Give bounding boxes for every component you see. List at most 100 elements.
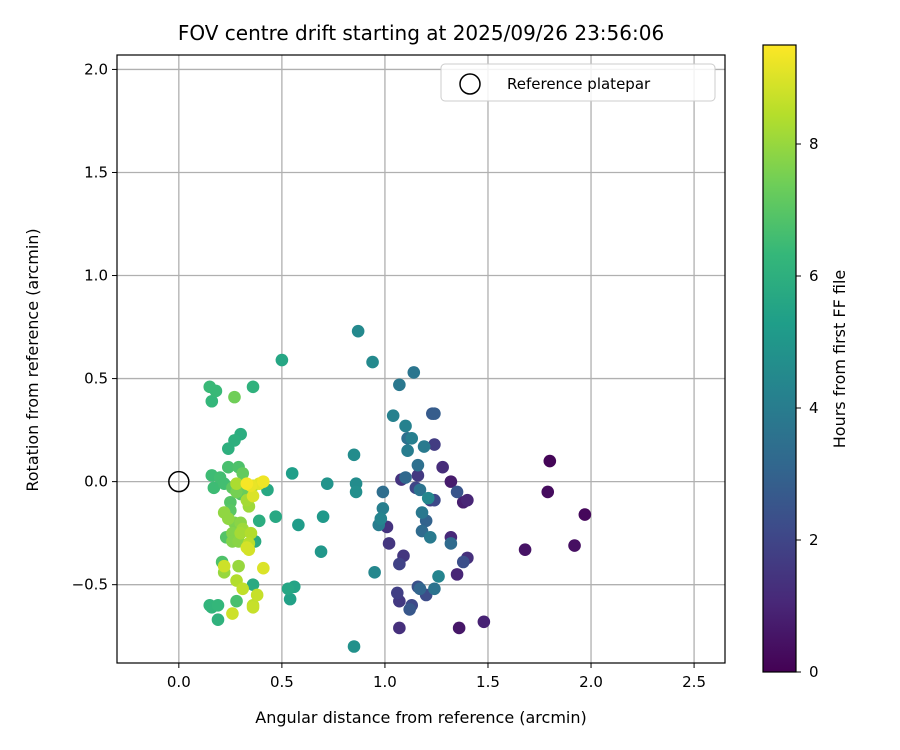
data-point — [399, 419, 412, 433]
data-point — [428, 582, 441, 596]
data-point — [285, 467, 299, 480]
reference-platepar-marker — [168, 470, 190, 493]
data-point — [407, 366, 421, 379]
data-point — [568, 539, 581, 552]
data-point — [230, 477, 243, 490]
data-point — [428, 407, 441, 420]
y-tick-label: 0.0 — [84, 473, 108, 491]
data-point — [477, 615, 491, 629]
data-point — [413, 582, 427, 596]
data-point — [242, 543, 256, 556]
colorbar-tick-label: 2 — [809, 531, 819, 549]
data-point — [456, 555, 470, 569]
data-point — [393, 621, 406, 635]
data-point — [211, 613, 225, 627]
data-point — [257, 475, 270, 488]
data-point — [250, 588, 264, 602]
x-tick-label: 1.5 — [476, 673, 500, 691]
data-point — [292, 518, 305, 532]
data-point — [281, 582, 295, 596]
data-point — [423, 530, 437, 544]
data-point — [450, 568, 464, 581]
x-tick-label: 1.0 — [373, 673, 397, 691]
data-point — [217, 559, 231, 573]
data-point — [368, 566, 381, 579]
data-point — [444, 537, 458, 550]
data-point — [411, 469, 425, 482]
data-point — [246, 489, 260, 503]
data-point — [221, 442, 235, 455]
x-tick-label: 2.5 — [682, 673, 706, 691]
data-point — [211, 598, 225, 612]
data-point — [347, 640, 361, 653]
data-point — [246, 380, 260, 394]
legend: Reference platepar — [440, 63, 716, 102]
data-point — [275, 353, 289, 367]
data-point — [518, 543, 532, 556]
chart-title: FOV centre drift starting at 2025/09/26 … — [178, 21, 664, 45]
data-point — [246, 601, 260, 614]
data-point — [376, 485, 390, 499]
data-point — [428, 438, 441, 451]
data-point — [403, 603, 416, 616]
data-point — [269, 510, 282, 523]
data-point — [401, 444, 414, 458]
data-point — [411, 458, 425, 472]
colorbar-tick-label: 6 — [809, 267, 819, 285]
x-tick-label: 0.5 — [270, 673, 294, 691]
legend-marker-reference — [459, 73, 481, 95]
data-point — [415, 506, 429, 519]
data-point — [205, 394, 219, 408]
colorbar — [762, 44, 797, 673]
data-point — [226, 607, 239, 620]
data-point — [578, 508, 592, 521]
data-point — [452, 621, 466, 635]
data-point — [257, 561, 270, 575]
data-point — [209, 384, 223, 398]
x-tick-label: 2.0 — [579, 673, 603, 691]
data-point — [316, 510, 330, 523]
data-point — [232, 559, 245, 573]
y-tick-label: 2.0 — [84, 60, 108, 78]
data-point — [390, 586, 404, 600]
data-point — [230, 594, 243, 608]
colorbar-tick-label: 0 — [809, 663, 819, 681]
data-point — [436, 460, 449, 474]
data-point — [444, 475, 458, 488]
data-point — [234, 526, 247, 540]
data-point — [543, 454, 557, 468]
data-point — [320, 477, 334, 490]
legend-box — [440, 63, 716, 102]
data-point — [207, 481, 221, 495]
colorbar-tick-label: 4 — [809, 399, 819, 417]
data-point — [314, 545, 328, 559]
x-axis-label: Angular distance from reference (arcmin) — [255, 708, 586, 727]
y-tick-label: 1.0 — [84, 267, 108, 285]
data-point — [541, 485, 555, 499]
data-point — [221, 460, 235, 474]
data-point — [236, 582, 250, 596]
data-point — [393, 378, 406, 392]
legend-label: Reference platepar — [507, 75, 651, 93]
data-point — [399, 471, 412, 484]
data-point — [228, 390, 241, 404]
data-point — [376, 502, 390, 515]
data-point — [386, 409, 400, 422]
y-tick-label: 0.5 — [84, 370, 108, 388]
data-point — [347, 448, 361, 462]
data-point — [283, 592, 297, 606]
y-tick-label: −0.5 — [72, 576, 108, 594]
y-tick-label: 1.5 — [84, 163, 108, 181]
data-point — [366, 355, 379, 369]
data-point — [421, 491, 435, 505]
data-point — [240, 477, 254, 490]
data-point — [351, 324, 365, 338]
colorbar-label: Hours from first FF file — [830, 270, 849, 449]
plot-frame — [116, 54, 726, 664]
data-point — [252, 514, 266, 528]
data-point — [236, 467, 250, 480]
data-point — [374, 512, 388, 526]
data-point — [417, 440, 431, 453]
data-point — [382, 537, 396, 550]
